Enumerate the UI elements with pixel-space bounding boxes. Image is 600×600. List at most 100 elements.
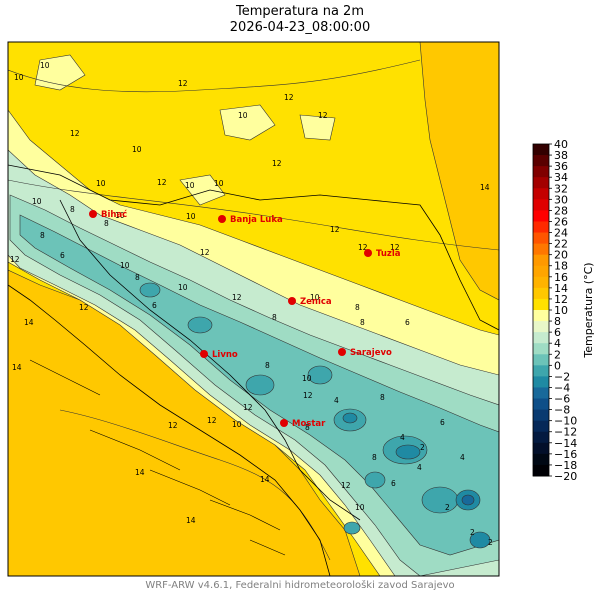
colorbar-tick-label: 26 xyxy=(554,215,568,228)
contour-label: 10 xyxy=(310,293,320,302)
colorbar-segment xyxy=(533,221,549,234)
colorbar-segment xyxy=(533,144,549,156)
colorbar-segment xyxy=(533,453,549,466)
contour-labels: 10 10 12 12 10 12 12 10 12 10 10 12 10 10 8 8 10 10 12 12 12… xyxy=(10,61,493,547)
city-marker xyxy=(218,215,226,223)
mild-patch xyxy=(219,104,276,141)
contour-label: 14 xyxy=(186,516,196,525)
warm-northeast-region xyxy=(419,42,499,301)
colorbar-tick-label: 32 xyxy=(554,182,568,195)
colorbar-tick-label: 36 xyxy=(554,160,568,173)
contour-label: 8 xyxy=(355,303,360,312)
mild-patch xyxy=(179,174,226,206)
contour-label: 10 xyxy=(178,283,188,292)
colorbar-tick-label: 8 xyxy=(554,315,561,328)
contour-label: 12 xyxy=(10,255,20,264)
colorbar-tick-label: −8 xyxy=(554,404,570,417)
colorbar-tick-label: 14 xyxy=(554,282,568,295)
country-border xyxy=(8,164,499,331)
colorbar-tick-label: 20 xyxy=(554,249,568,262)
city-label: Livno xyxy=(212,350,238,360)
contour-label: 14 xyxy=(480,183,490,192)
city-label: Banja Luka xyxy=(230,215,283,225)
colorbar-segment xyxy=(533,199,549,211)
mild-patch xyxy=(34,54,86,91)
island-outline xyxy=(209,499,281,531)
contour-label: 10 xyxy=(186,212,196,221)
contour-label: 10 xyxy=(302,374,312,383)
contour-label: 12 xyxy=(272,159,282,168)
contour-label: 4 xyxy=(334,396,339,405)
colorbar-segment xyxy=(533,332,549,344)
city-label: Mostar xyxy=(292,419,326,429)
colorbar-tick-label: 10 xyxy=(554,304,568,317)
contour-label: 12 xyxy=(358,243,368,252)
contour-label: 12 xyxy=(200,248,210,257)
city-label: Bihać xyxy=(101,209,127,220)
cold-cell xyxy=(245,374,275,396)
colorbar-tick-label: 24 xyxy=(554,227,568,240)
contour-label: 2 xyxy=(445,503,450,512)
colorbar-segment xyxy=(533,321,549,333)
contour-label: 6 xyxy=(152,301,157,310)
contour-label: 10 xyxy=(185,181,195,190)
contour-label: 14 xyxy=(135,468,145,477)
colorbar-tick-label: −6 xyxy=(554,393,570,406)
colorbar-segment xyxy=(533,265,549,278)
contour-label: 8 xyxy=(265,361,270,370)
contour-label: 10 xyxy=(355,503,365,512)
cold-cell xyxy=(343,521,361,535)
contour-label: 6 xyxy=(440,418,445,427)
colorbar: 4038363432302826242220181614121086420−2−… xyxy=(532,138,577,483)
city-marker xyxy=(89,210,97,218)
colorbar-segment xyxy=(533,166,549,178)
colorbar-tick-label: 12 xyxy=(554,293,568,306)
contour-label: 12 xyxy=(79,303,89,312)
colorbar-segment xyxy=(533,298,549,311)
contour-label: 10 xyxy=(115,211,125,220)
mild-patch xyxy=(299,114,336,141)
colorbar-tick-label: −4 xyxy=(554,381,570,394)
contour-label: 12 xyxy=(303,391,313,400)
colorbar-segment xyxy=(533,409,549,422)
contour-label: 12 xyxy=(70,129,80,138)
city-marker xyxy=(288,297,296,305)
cold-cell xyxy=(139,282,161,298)
city-markers: Bihać Banja Luka Tuzla Zenica Livno Sarajevo M… xyxy=(89,209,401,429)
cold-cell xyxy=(461,494,475,506)
colorbar-tick-label: 18 xyxy=(554,260,568,273)
colorbar-segment xyxy=(533,398,549,411)
footer-credit: WRF-ARW v4.6.1, Federalni hidrometeorolo… xyxy=(145,580,455,591)
colorbar-segment xyxy=(533,188,549,200)
colorbar-segment xyxy=(533,254,549,267)
colorbar-tick-label: 16 xyxy=(554,271,568,284)
cold-cell xyxy=(342,412,358,424)
contour-label: 10 xyxy=(214,179,224,188)
island-outline xyxy=(149,469,231,506)
colorbar-segment xyxy=(533,464,549,477)
map-title: Temperatura na 2m xyxy=(235,4,364,19)
cold-cell xyxy=(469,531,491,549)
contour-label: 6 xyxy=(405,318,410,327)
cold-cell xyxy=(421,486,459,514)
colorbar-segment xyxy=(533,420,549,433)
contour-label: 12 xyxy=(157,178,167,187)
contour-label: 2 xyxy=(488,538,493,547)
colorbar-segment xyxy=(533,431,549,444)
colorbar-tick-label: −16 xyxy=(554,448,577,461)
map-frame xyxy=(7,41,500,577)
contour-label: 10 xyxy=(238,111,248,120)
map-area: 10 10 12 12 10 12 12 10 12 10 10 12 10 10 8 8 10 10 12 12 12… xyxy=(8,42,499,576)
colorbar-segment xyxy=(533,365,549,377)
colorbar-tick-label: 2 xyxy=(554,348,561,361)
contour-label: 10 xyxy=(132,145,142,154)
colorbar-tick-label: −2 xyxy=(554,370,570,383)
city-label: Sarajevo xyxy=(350,348,392,358)
city-marker xyxy=(280,419,288,427)
country-border xyxy=(59,199,361,521)
colorbar-tick-label: 34 xyxy=(554,171,568,184)
contour-label: 12 xyxy=(341,481,351,490)
contour-label: 12 xyxy=(330,225,340,234)
cold-cell xyxy=(395,444,421,460)
contour-label: 12 xyxy=(207,416,217,425)
